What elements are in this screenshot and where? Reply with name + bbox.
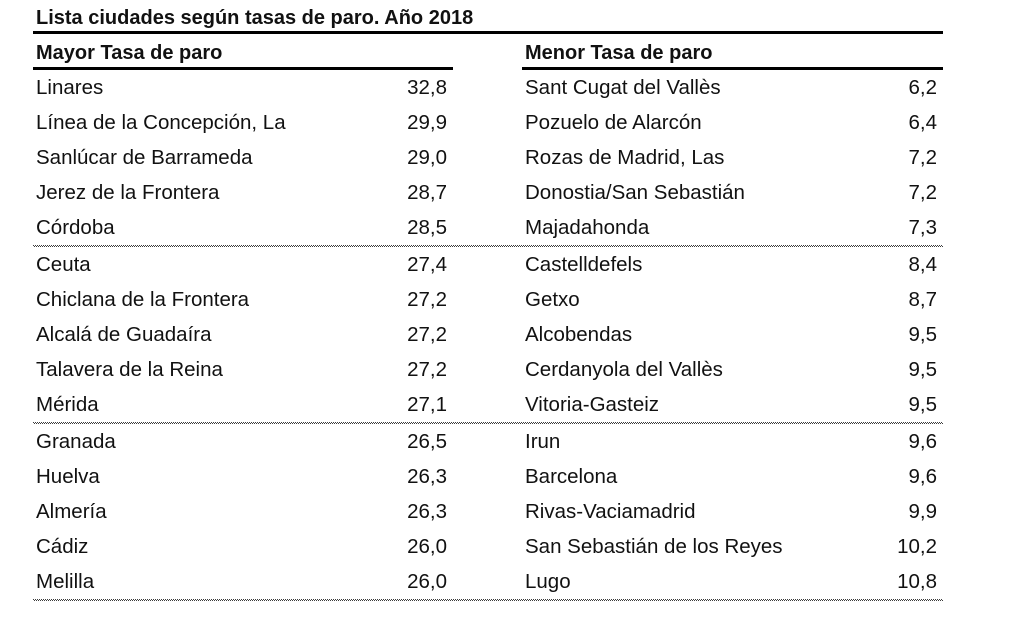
left-city-cell: Ceuta [36, 252, 91, 276]
column-gap [453, 34, 522, 70]
left-city-cell: Huelva [36, 464, 100, 488]
right-city-cell: San Sebastián de los Reyes [525, 534, 783, 558]
right-value-cell: 8,4 [908, 252, 938, 276]
table-bottom-line [33, 599, 943, 601]
right-city-cell: Cerdanyola del Vallès [525, 357, 723, 381]
table-row: Línea de la Concepción, La 29,9 Pozuelo de… [33, 105, 943, 140]
right-value-cell: 9,6 [908, 429, 938, 453]
left-city-cell: Mérida [36, 392, 99, 416]
right-value-cell: 6,2 [908, 75, 938, 99]
left-city-cell: Línea de la Concepción, La [36, 110, 286, 134]
left-value-cell: 26,3 [407, 464, 447, 488]
right-value-cell: 9,5 [908, 322, 938, 346]
table-row: Huelva 26,3 Barcelona 9,6 [33, 459, 943, 494]
table-body: Linares 32,8 Sant Cugat del Vallès 6,2 Línea… [33, 70, 943, 601]
column-header-mayor-tasa: Mayor Tasa de paro [33, 34, 453, 70]
right-value-cell: 7,3 [908, 215, 938, 239]
table-row: Granada 26,5 Irun 9,6 [33, 424, 943, 459]
left-value-cell: 29,0 [407, 145, 447, 169]
table-row: Jerez de la Frontera 28,7 Donostia/San Seb… [33, 175, 943, 210]
right-value-cell: 9,5 [908, 392, 938, 416]
right-city-cell: Sant Cugat del Vallès [525, 75, 721, 99]
left-city-cell: Jerez de la Frontera [36, 180, 220, 204]
left-value-cell: 29,9 [407, 110, 447, 134]
left-value-cell: 32,8 [407, 75, 447, 99]
table-header-row: Mayor Tasa de paro Menor Tasa de paro [33, 34, 943, 70]
left-value-cell: 26,0 [407, 534, 447, 558]
right-value-cell: 9,6 [908, 464, 938, 488]
left-value-cell: 27,1 [407, 392, 447, 416]
right-value-cell: 7,2 [908, 180, 938, 204]
left-city-cell: Córdoba [36, 215, 115, 239]
report-page: Lista ciudades según tasas de paro. Año … [33, 6, 943, 601]
right-city-cell: Castelldefels [525, 252, 643, 276]
right-city-cell: Getxo [525, 287, 580, 311]
table-row: Mérida 27,1 Vitoria-Gasteiz 9,5 [33, 387, 943, 422]
left-city-cell: Sanlúcar de Barrameda [36, 145, 253, 169]
right-city-cell: Rivas-Vaciamadrid [525, 499, 696, 523]
left-city-cell: Almería [36, 499, 107, 523]
table-row: Cádiz 26,0 San Sebastián de los Reyes 10,2 [33, 529, 943, 564]
page-title: Lista ciudades según tasas de paro. Año … [33, 6, 943, 34]
right-city-cell: Irun [525, 429, 561, 453]
right-value-cell: 6,4 [908, 110, 938, 134]
table-row: Chiclana de la Frontera 27,2 Getxo 8,7 [33, 282, 943, 317]
right-city-cell: Lugo [525, 569, 571, 593]
right-city-cell: Majadahonda [525, 215, 650, 239]
left-value-cell: 27,2 [407, 357, 447, 381]
right-value-cell: 10,2 [897, 534, 937, 558]
table-row: Ceuta 27,4 Castelldefels 8,4 [33, 247, 943, 282]
column-header-menor-tasa: Menor Tasa de paro [522, 34, 943, 70]
group-separator-line [33, 245, 943, 247]
table-row: Sanlúcar de Barrameda 29,0 Rozas de Madrid… [33, 140, 943, 175]
table-row: Linares 32,8 Sant Cugat del Vallès 6,2 [33, 70, 943, 105]
group-separator-line [33, 422, 943, 424]
right-value-cell: 8,7 [908, 287, 938, 311]
left-city-cell: Granada [36, 429, 116, 453]
right-city-cell: Barcelona [525, 464, 618, 488]
left-city-cell: Alcalá de Guadaíra [36, 322, 212, 346]
left-city-cell: Chiclana de la Frontera [36, 287, 250, 311]
right-city-cell: Rozas de Madrid, Las [525, 145, 725, 169]
table-row: Talavera de la Reina 27,2 Cerdanyola del V… [33, 352, 943, 387]
left-value-cell: 26,5 [407, 429, 447, 453]
table-row: Melilla 26,0 Lugo 10,8 [33, 564, 943, 599]
left-value-cell: 26,0 [407, 569, 447, 593]
right-city-cell: Pozuelo de Alarcón [525, 110, 702, 134]
right-value-cell: 9,9 [908, 499, 938, 523]
right-city-cell: Vitoria-Gasteiz [525, 392, 660, 416]
left-city-cell: Talavera de la Reina [36, 357, 223, 381]
left-city-cell: Linares [36, 75, 104, 99]
left-value-cell: 27,2 [407, 322, 447, 346]
left-value-cell: 27,4 [407, 252, 447, 276]
left-value-cell: 28,7 [407, 180, 447, 204]
table-row: Córdoba 28,5 Majadahonda 7,3 [33, 210, 943, 245]
right-city-cell: Donostia/San Sebastián [525, 180, 745, 204]
right-city-cell: Alcobendas [525, 322, 633, 346]
right-value-cell: 7,2 [908, 145, 938, 169]
left-city-cell: Melilla [36, 569, 95, 593]
table-row: Alcalá de Guadaíra 27,2 Alcobendas 9,5 [33, 317, 943, 352]
left-value-cell: 26,3 [407, 499, 447, 523]
right-value-cell: 10,8 [897, 569, 937, 593]
left-city-cell: Cádiz [36, 534, 89, 558]
right-value-cell: 9,5 [908, 357, 938, 381]
left-value-cell: 27,2 [407, 287, 447, 311]
table-row: Almería 26,3 Rivas-Vaciamadrid 9,9 [33, 494, 943, 529]
left-value-cell: 28,5 [407, 215, 447, 239]
